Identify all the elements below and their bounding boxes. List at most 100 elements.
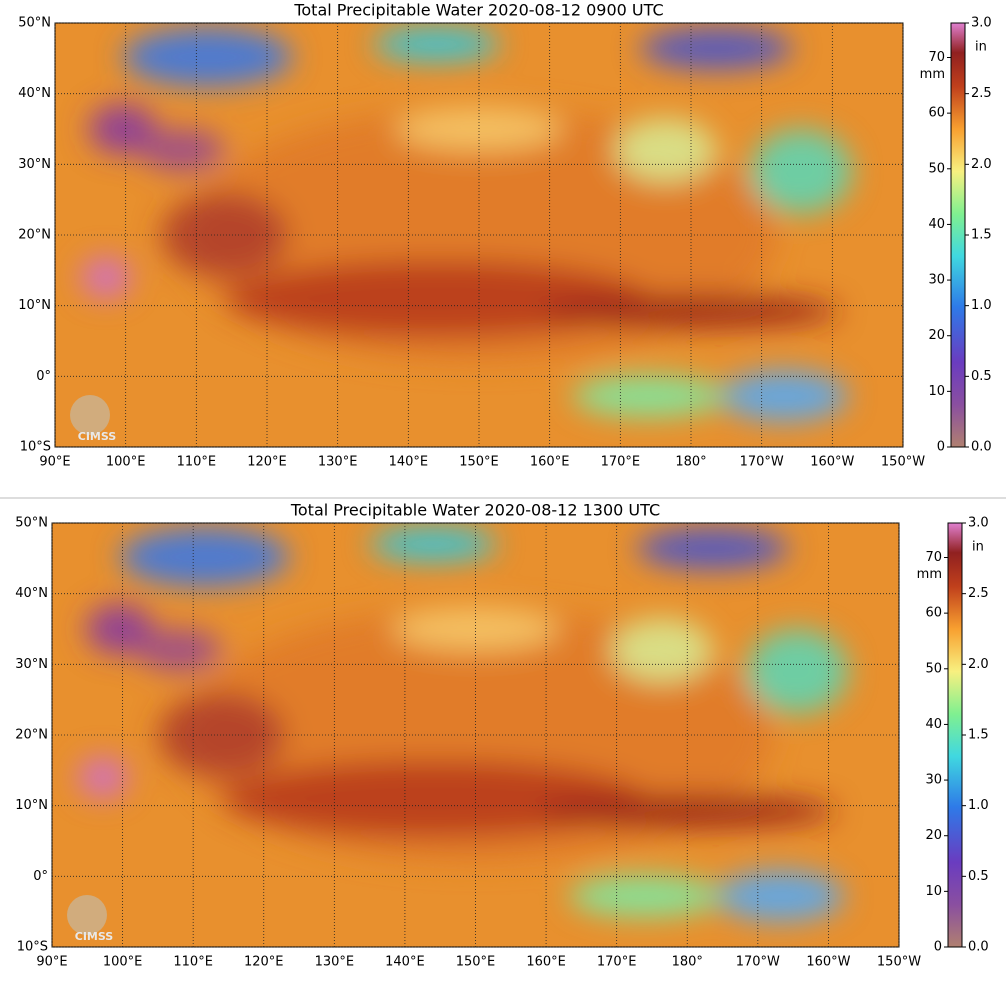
colorbar [947,522,963,948]
lon-label: 140°E [389,455,429,470]
moisture-region [122,27,293,87]
moisture-region [221,760,645,837]
lon-label: 100°E [106,455,146,470]
mm-tick-label: 30 [925,773,942,788]
moisture-region [614,118,717,182]
logo-globe [67,895,107,935]
moisture-region [88,103,157,155]
lon-label: 150°W [881,455,925,470]
lat-label: 0° [36,369,51,384]
logo: CIMSS [78,430,117,443]
in-tick-label: 1.5 [968,728,989,743]
moisture-region [77,756,129,799]
moisture-region [636,527,789,570]
lat-label: 40°N [18,86,51,101]
map-panel: Total Precipitable Water 2020-08-12 0900… [18,1,991,470]
lat-label: 10°N [15,798,48,813]
mm-tick-label: 0 [937,440,945,455]
colorbar [950,22,966,448]
moisture-region [80,256,132,299]
logo: CIMSS [75,930,114,943]
mm-tick-label: 70 [928,50,945,65]
moisture-region [750,129,853,214]
moisture-region [139,129,225,172]
mm-tick-label: 20 [928,328,945,343]
mm-tick-label: 30 [928,273,945,288]
moisture-region [119,527,290,587]
lon-label: 100°E [103,955,143,970]
lon-label: 130°E [318,455,358,470]
logo-globe [70,395,110,435]
lat-label: 20°N [18,228,51,243]
lon-label: 160°W [806,955,850,970]
moisture-region [136,629,222,672]
moisture-region [568,874,722,918]
mm-tick-label: 70 [925,550,942,565]
lon-label: 150°E [459,455,499,470]
in-tick-label: 0.5 [971,369,992,384]
lon-label: 170°E [597,955,637,970]
mm-tick-label: 50 [928,161,945,176]
lon-label: 170°W [740,455,784,470]
in-tick-label: 1.0 [968,798,989,813]
in-tick-label: 2.0 [971,157,992,172]
in-tick-label: 1.5 [971,228,992,243]
mm-tick-label: 10 [925,884,942,899]
mm-tick-label: 40 [925,717,942,732]
mm-tick-label: 60 [925,606,942,621]
moisture-region [369,527,497,562]
lon-label: 160°W [810,455,854,470]
map-panel: Total Precipitable Water 2020-08-12 1300… [15,501,988,970]
mm-tick-label: 60 [928,106,945,121]
lat-label: 10°S [17,940,48,955]
lon-label: 150°W [877,955,921,970]
moisture-region [611,618,713,682]
lon-label: 120°E [247,455,287,470]
moisture-region [373,27,501,62]
in-tick-label: 2.0 [968,657,989,672]
lat-label: 10°S [20,440,51,455]
lon-label: 160°E [530,455,570,470]
moisture-region [157,692,285,778]
lat-label: 10°N [18,298,51,313]
moisture-region [716,870,844,922]
moisture-region [85,603,154,655]
lat-label: 50°N [15,516,48,531]
mm-tick-label: 40 [928,217,945,232]
moisture-region [161,192,289,278]
panel-title: Total Precipitable Water 2020-08-12 1300… [290,501,660,520]
lon-label: 140°E [385,955,425,970]
lon-label: 150°E [456,955,496,970]
in-tick-label: 1.0 [971,298,992,313]
image-blobs [77,527,849,922]
lat-label: 50°N [18,16,51,31]
lon-label: 170°W [736,955,780,970]
in-tick-label: 2.5 [968,586,989,601]
panel-title: Total Precipitable Water 2020-08-12 0900… [293,1,663,20]
lon-label: 180° [675,455,706,470]
lon-label: 110°E [173,955,213,970]
in-tick-label: 2.5 [971,86,992,101]
moisture-region [572,374,725,418]
mm-tick-label: 50 [925,661,942,676]
lat-label: 20°N [15,728,48,743]
moisture-region [640,27,793,70]
lon-label: 170°E [601,455,641,470]
in-tick-label: 3.0 [968,516,989,531]
moisture-region [720,370,848,422]
lon-label: 160°E [526,955,566,970]
lon-label: 180° [672,955,703,970]
mm-tick-label: 10 [928,384,945,399]
mm-unit: mm [917,567,942,582]
lon-label: 130°E [315,955,355,970]
in-tick-label: 3.0 [971,16,992,31]
moisture-region [224,260,649,337]
lon-label: 90°E [39,455,70,470]
in-unit: in [972,540,984,555]
in-unit: in [975,40,987,55]
lat-label: 0° [33,869,48,884]
lat-label: 30°N [18,157,51,172]
in-tick-label: 0.0 [968,940,989,955]
mm-unit: mm [920,67,945,82]
